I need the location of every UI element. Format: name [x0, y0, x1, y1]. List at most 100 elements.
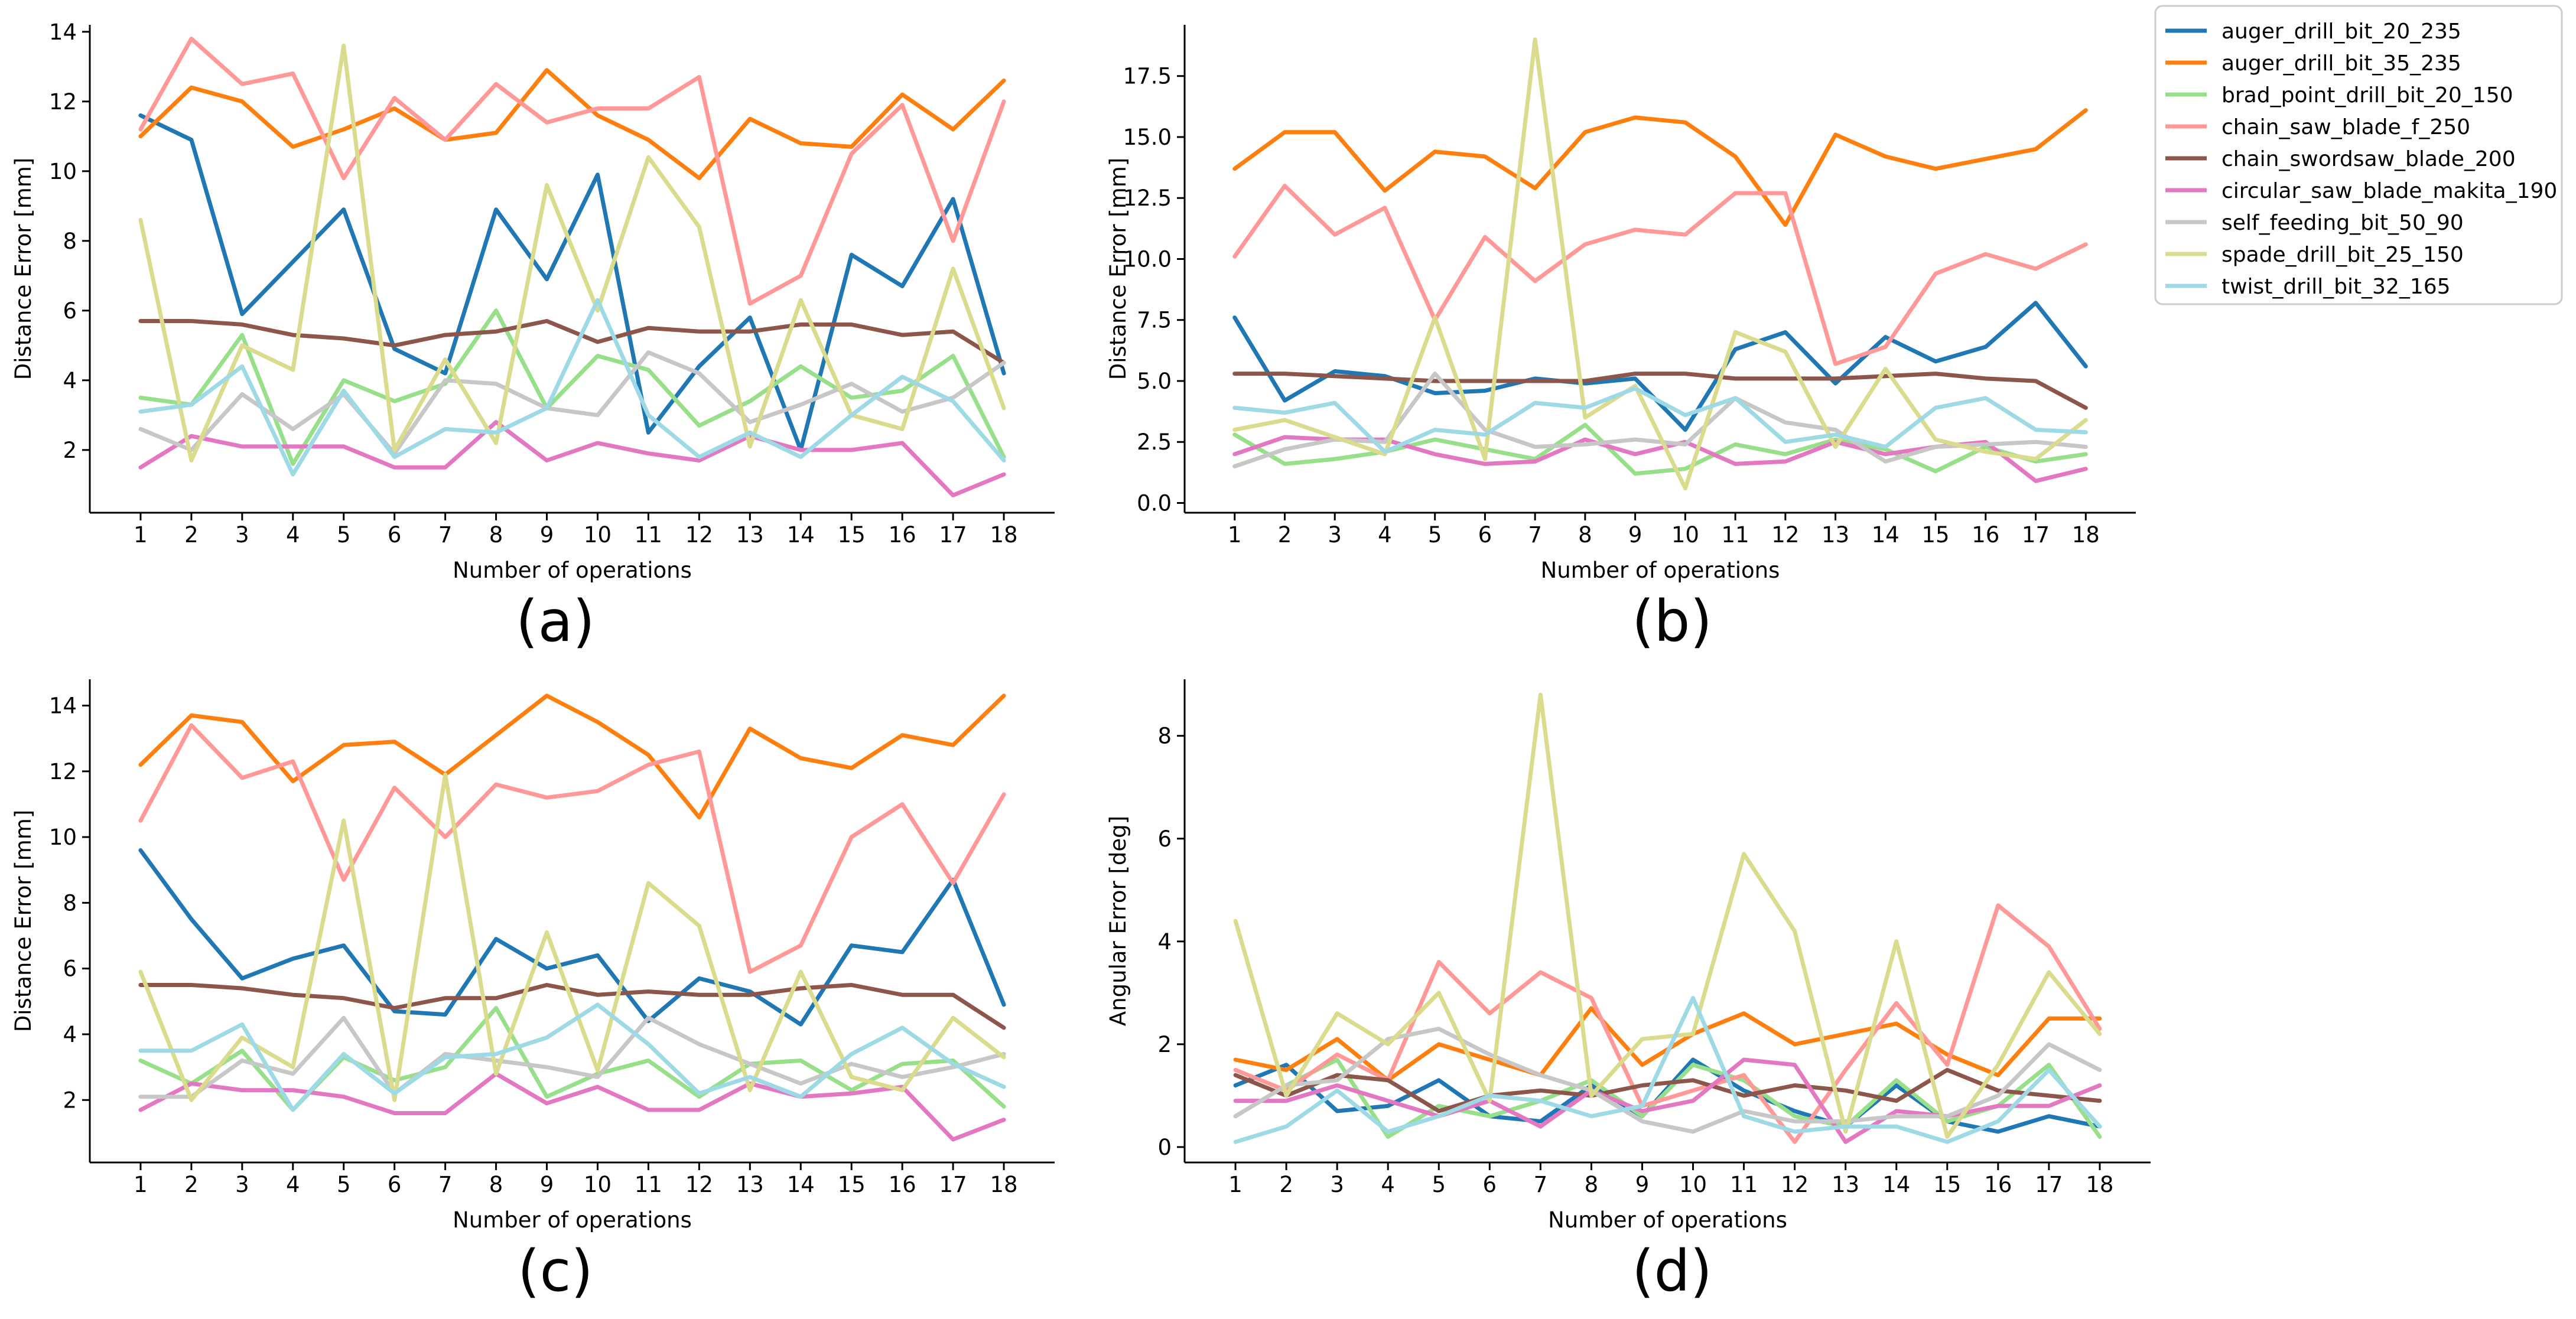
series-line-auger_drill_bit_20_235	[138, 848, 1006, 1027]
series-line-spade_drill_bit_25_150	[1232, 37, 2088, 491]
y-tick-label: 5.0	[1137, 369, 1172, 394]
series-line-chain_swordsaw_blade_200	[1233, 1067, 2102, 1113]
x-tick-label: 14	[1872, 522, 1900, 548]
x-tick-label: 11	[1722, 522, 1749, 548]
series-line-self_feeding_bit_50_90	[138, 1015, 1006, 1099]
x-tick-label: 18	[2086, 1172, 2113, 1197]
series-line-spade_drill_bit_25_150	[138, 772, 1006, 1102]
x-tick-label: 5	[1432, 1172, 1446, 1197]
series-line-twist_drill_bit_32_165	[1233, 996, 2102, 1144]
x-tick-label: 3	[235, 522, 249, 548]
y-tick-label: 8	[1157, 724, 1172, 749]
y-tick-label: 2	[63, 438, 77, 463]
legend-label-spade_drill_bit_25_150: spade_drill_bit_25_150	[2222, 243, 2464, 267]
x-tick-label: 3	[1328, 522, 1342, 548]
x-tick-label: 17	[2035, 1172, 2063, 1197]
series-line-auger_drill_bit_35_235	[138, 68, 1006, 181]
x-axis-label: Number of operations	[1548, 1207, 1787, 1233]
x-tick-label: 9	[540, 522, 554, 548]
x-tick-label: 18	[2072, 522, 2100, 548]
y-axis-label: Distance Error [mm]	[11, 810, 36, 1032]
panel-caption: (a)	[516, 588, 595, 654]
x-tick-label: 4	[1378, 522, 1392, 548]
series-line-chain_saw_blade_f_250	[1233, 903, 2102, 1144]
y-tick-label: 4	[1157, 929, 1172, 955]
x-tick-label: 11	[635, 1172, 662, 1197]
x-tick-label: 4	[1381, 1172, 1395, 1197]
x-tick-label: 8	[489, 1172, 503, 1197]
x-tick-label: 12	[685, 1172, 713, 1197]
y-tick-label: 14	[49, 693, 77, 719]
x-tick-label: 8	[489, 522, 503, 548]
panel-c: 1 2 3 4 5 6 7 8 9 10 11 12 13 14 15 16 17 182468101214Num…	[11, 679, 1055, 1304]
x-tick-label: 6	[1483, 1172, 1497, 1197]
x-tick-label: 2	[1278, 522, 1292, 548]
series-line-twist_drill_bit_32_165	[138, 298, 1006, 477]
series-line-spade_drill_bit_25_150	[1233, 692, 2102, 1139]
x-tick-label: 13	[736, 1172, 764, 1197]
y-axis-label: Distance Error [mm]	[1105, 158, 1131, 380]
legend-label-brad_point_drill_bit_20_150: brad_point_drill_bit_20_150	[2222, 83, 2513, 108]
legend-label-auger_drill_bit_35_235: auger_drill_bit_35_235	[2222, 51, 2461, 76]
panel-a: 1 2 3 4 5 6 7 8 9 10 11 12 13 14 15 16 17 182468101214Num…	[11, 19, 1055, 654]
y-tick-label: 0.0	[1137, 490, 1172, 516]
y-axis-label: Angular Error [deg]	[1105, 816, 1131, 1026]
x-tick-label: 16	[1984, 1172, 2012, 1197]
x-tick-label: 11	[635, 522, 662, 548]
x-tick-label: 10	[584, 522, 612, 548]
x-tick-label: 2	[184, 522, 199, 548]
x-tick-label: 14	[1882, 1172, 1910, 1197]
y-tick-label: 10.0	[1123, 246, 1172, 272]
y-tick-label: 2	[1157, 1032, 1172, 1057]
panel-b: 1 2 3 4 5 6 7 8 9 10 11 12 13 14 15 16 17 180.02.55.07.51…	[1105, 25, 2136, 654]
x-tick-label: 6	[388, 522, 402, 548]
series-line-circular_saw_blade_makita_190	[138, 420, 1006, 497]
x-tick-label: 15	[838, 522, 866, 548]
series-line-auger_drill_bit_20_235	[138, 113, 1006, 452]
x-tick-label: 16	[889, 522, 916, 548]
x-tick-label: 14	[787, 1172, 815, 1197]
x-tick-label: 8	[1585, 1172, 1599, 1197]
series-line-brad_point_drill_bit_20_150	[138, 308, 1006, 466]
series-line-chain_saw_blade_f_250	[1232, 184, 2088, 366]
y-tick-label: 6	[1157, 826, 1172, 852]
series-line-chain_saw_blade_f_250	[138, 37, 1006, 306]
x-tick-label: 15	[838, 1172, 866, 1197]
y-tick-label: 0	[1157, 1135, 1172, 1160]
x-tick-label: 16	[889, 1172, 916, 1197]
x-tick-label: 6	[1478, 522, 1492, 548]
y-tick-label: 6	[63, 298, 77, 324]
x-axis-label: Number of operations	[1541, 558, 1780, 583]
x-tick-label: 10	[1671, 522, 1699, 548]
y-tick-label: 2.5	[1137, 429, 1172, 455]
series-line-self_feeding_bit_50_90	[1232, 372, 2088, 468]
y-tick-label: 10	[49, 159, 77, 184]
x-tick-label: 17	[2022, 522, 2050, 548]
series-line-circular_saw_blade_makita_190	[138, 1072, 1006, 1142]
y-tick-label: 6	[63, 956, 77, 982]
y-tick-label: 4	[63, 368, 77, 393]
series-line-self_feeding_bit_50_90	[138, 350, 1006, 456]
x-tick-label: 10	[1679, 1172, 1707, 1197]
x-tick-label: 15	[1922, 522, 1950, 548]
y-tick-label: 17.5	[1123, 64, 1172, 89]
y-tick-label: 10	[49, 825, 77, 850]
legend-label-twist_drill_bit_32_165: twist_drill_bit_32_165	[2222, 275, 2451, 299]
y-tick-label: 14	[49, 19, 77, 45]
series-line-auger_drill_bit_35_235	[1232, 108, 2088, 227]
x-tick-label: 4	[286, 522, 300, 548]
y-tick-label: 8	[63, 890, 77, 916]
y-tick-label: 4	[63, 1022, 77, 1047]
series-line-spade_drill_bit_25_150	[138, 43, 1006, 463]
x-tick-label: 12	[1781, 1172, 1809, 1197]
series-line-self_feeding_bit_50_90	[1233, 1027, 2102, 1134]
y-axis-label: Distance Error [mm]	[11, 158, 36, 380]
x-tick-label: 6	[388, 1172, 402, 1197]
x-tick-label: 5	[1428, 522, 1442, 548]
x-tick-label: 7	[438, 1172, 453, 1197]
y-tick-label: 12	[49, 89, 77, 115]
x-tick-label: 15	[1933, 1172, 1961, 1197]
x-tick-label: 1	[134, 1172, 148, 1197]
x-tick-label: 2	[1279, 1172, 1293, 1197]
